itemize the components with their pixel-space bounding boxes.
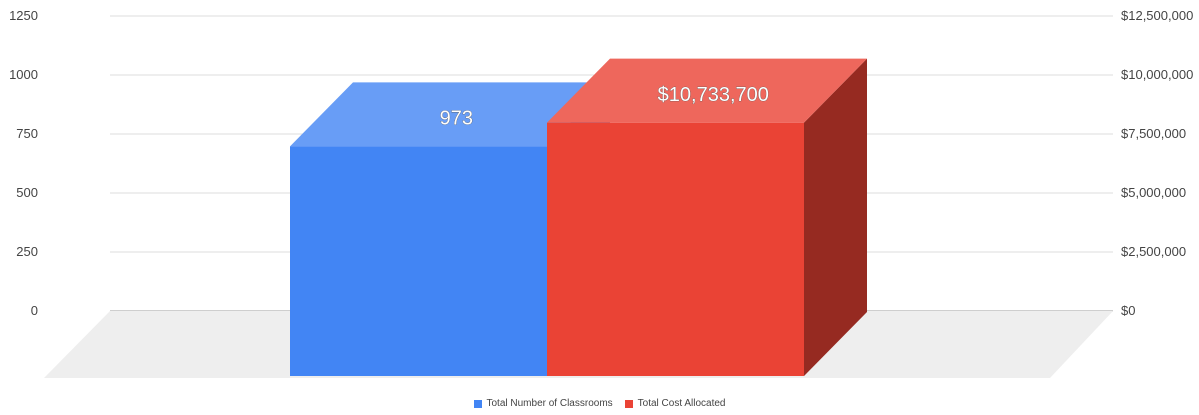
bars	[290, 58, 867, 376]
bar-front-face	[547, 122, 804, 376]
legend-swatch-classrooms	[473, 399, 482, 408]
left-tick-label: 250	[16, 244, 38, 259]
left-tick-label: 1250	[9, 8, 38, 23]
legend-swatch-cost	[624, 399, 633, 408]
right-tick-label: $7,500,000	[1121, 126, 1186, 141]
right-tick-label: $5,000,000	[1121, 185, 1186, 200]
right-tick-label: $2,500,000	[1121, 244, 1186, 259]
bar-top-face	[547, 58, 867, 123]
legend-item-classrooms[interactable]: Total Number of Classrooms	[473, 398, 613, 409]
data-labels: 973 $10,733,700	[439, 84, 769, 130]
left-tick-label: 1000	[9, 67, 38, 82]
legend-item-cost[interactable]: Total Cost Allocated	[624, 398, 726, 409]
right-tick-label: $10,000,000	[1121, 67, 1193, 82]
legend-label-cost: Total Cost Allocated	[637, 398, 726, 409]
bar-data-label: $10,733,700	[658, 84, 769, 106]
left-axis-ticks: 0 250 500 750 1000 1250	[9, 8, 38, 318]
bar[interactable]	[290, 82, 610, 376]
bar-top-face	[290, 82, 610, 147]
right-axis-ticks: $0 $2,500,000 $5,000,000 $7,500,000 $10,000,…	[1121, 8, 1193, 318]
legend: Total Number of Classrooms Total Cost Al…	[0, 398, 1199, 409]
right-tick-label: $0	[1121, 303, 1135, 318]
bar-chart-3d: 0 250 500 750 1000 1250 $0 $2,500,000 $5,000,00…	[9, 8, 1193, 378]
bar-front-face	[290, 146, 547, 376]
bar-data-label: 973	[440, 108, 473, 130]
left-tick-label: 0	[31, 303, 38, 318]
right-tick-label: $12,500,000	[1121, 8, 1193, 23]
left-tick-label: 500	[16, 185, 38, 200]
legend-label-classrooms: Total Number of Classrooms	[486, 398, 613, 409]
bar[interactable]	[547, 58, 867, 376]
left-tick-label: 750	[16, 126, 38, 141]
bar-side-face	[804, 58, 867, 376]
